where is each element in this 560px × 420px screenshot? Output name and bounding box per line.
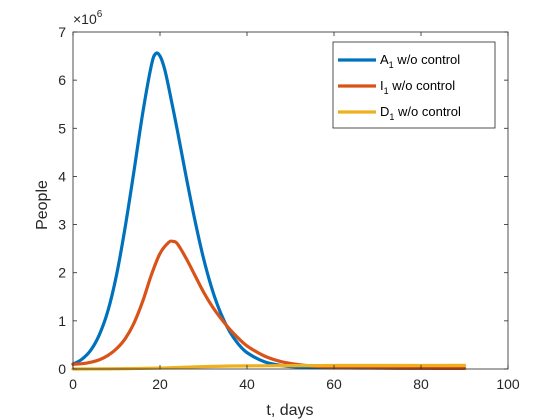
x-tick-label: 0	[69, 376, 77, 392]
x-tick-label: 80	[413, 376, 429, 392]
x-axis-label: t, days	[266, 402, 313, 419]
legend: A1 w/o control I1 w/o control D1 w/o contr…	[332, 41, 496, 129]
y-exponent: ×106	[73, 9, 103, 27]
legend-box	[332, 41, 496, 129]
legend-entry-2: I1 w/o control	[380, 78, 455, 96]
x-tick-label: 100	[496, 376, 520, 392]
y-tick-label: 7	[58, 24, 66, 40]
x-tick-label: 40	[239, 376, 255, 392]
y-tick-label: 0	[58, 361, 66, 377]
legend-entry-3: D1 w/o control	[380, 104, 461, 122]
plot-frame	[72, 31, 509, 370]
y-tick-label: 6	[58, 72, 66, 88]
y-tick-label: 3	[58, 217, 66, 233]
series-line-2	[71, 239, 467, 371]
y-ticks: 0 1 2 3 4 5 6 7	[58, 24, 508, 377]
series-line-3	[71, 363, 467, 371]
y-tick-label: 4	[58, 168, 66, 184]
plot-lines	[71, 51, 467, 371]
y-axis-label: People	[34, 180, 51, 230]
x-tick-label: 20	[152, 376, 168, 392]
x-ticks: 0 20 40 60 80 100	[69, 32, 520, 392]
y-tick-label: 5	[58, 120, 66, 136]
y-tick-label: 2	[58, 265, 66, 281]
x-tick-label: 60	[326, 376, 342, 392]
y-tick-label: 1	[58, 313, 66, 329]
legend-entry-1: A1 w/o control	[380, 52, 460, 70]
y-exponent-power: 6	[97, 9, 103, 20]
